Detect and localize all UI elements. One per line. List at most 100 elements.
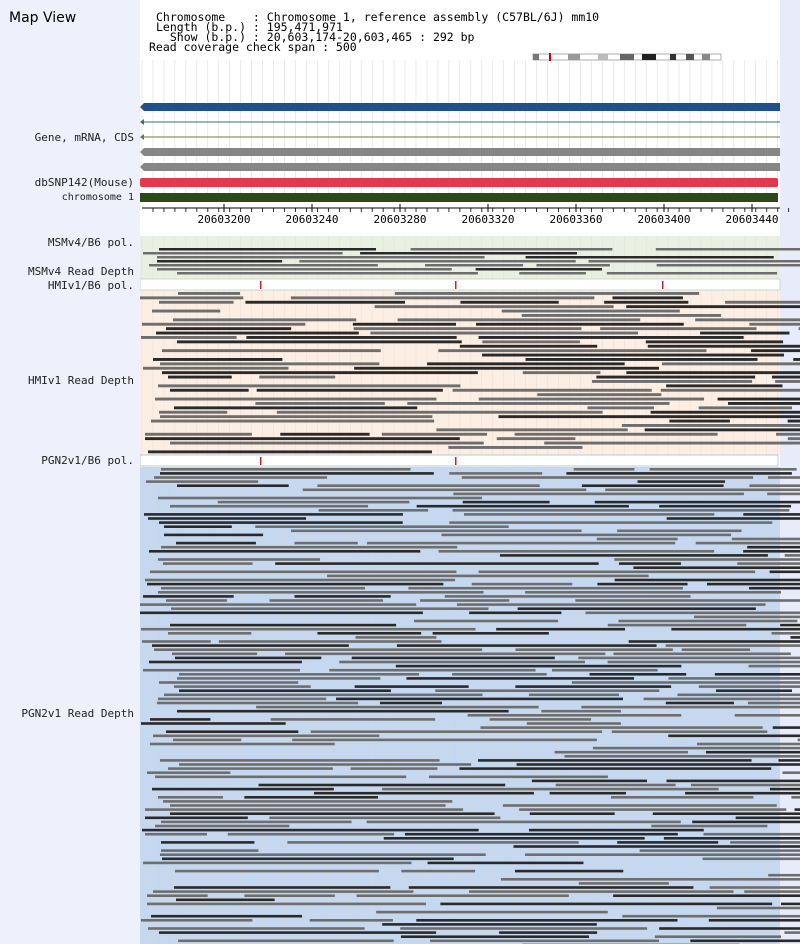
read-bar (408, 886, 694, 889)
read-bar (397, 318, 641, 322)
read-bar (554, 750, 688, 754)
read-bar (651, 824, 768, 828)
read-bar (618, 619, 798, 623)
read-bar (150, 742, 335, 746)
length-info: Length (b.p.) : 195,471,971 (156, 20, 343, 34)
read-bar (537, 393, 662, 397)
read-bar (159, 300, 234, 304)
read-bar (743, 513, 800, 516)
read-bar (162, 371, 478, 375)
read-bar (769, 570, 800, 574)
read-bar (217, 500, 410, 504)
read-bar (177, 677, 381, 680)
gene-mrna-arrow (140, 134, 144, 140)
read-bar (259, 375, 336, 379)
read-bar (528, 693, 619, 697)
read-bar (143, 252, 343, 255)
read-bar (592, 380, 753, 383)
read-bar (521, 314, 722, 317)
read-bar (769, 787, 800, 791)
read-bar (613, 652, 791, 656)
read-bar (725, 300, 800, 304)
read-bar (145, 832, 207, 836)
read-bar (143, 366, 289, 370)
read-bar (685, 791, 800, 795)
read-bar (671, 627, 800, 631)
read-bar (352, 322, 457, 326)
read-bar (705, 750, 800, 754)
read-bar (573, 468, 635, 471)
read-bar (140, 611, 423, 615)
read-bar (459, 767, 772, 770)
read-bar (656, 264, 800, 267)
read-bar (145, 437, 460, 441)
chromosome-ideogram[interactable] (530, 53, 724, 61)
read-bar (709, 886, 800, 889)
read-bar (428, 775, 608, 779)
read-bar (141, 336, 237, 339)
read-bar (161, 545, 458, 549)
read-bar (407, 402, 670, 405)
read-bar (145, 808, 464, 811)
track-label-msm-pol: MSMv4/B6 pol. (47, 236, 134, 249)
read-bar (581, 484, 724, 487)
track-label-gene: Gene, mRNA, CDS (34, 131, 134, 144)
read-bar (153, 358, 283, 361)
read-bar (178, 939, 394, 943)
read-bar (449, 521, 773, 524)
track-label-hmi-depth: HMIv1 Read Depth (28, 374, 134, 387)
gene-track-arrow (140, 119, 144, 125)
read-bar (161, 586, 365, 590)
read-bar (695, 318, 800, 322)
read-bar (737, 562, 800, 565)
read-bar (749, 322, 800, 326)
read-bar (430, 939, 660, 943)
pgn-pol-track (140, 454, 779, 467)
read-bar (571, 681, 800, 684)
read-bar (618, 562, 681, 565)
read-bar (152, 644, 349, 647)
read-bar (171, 607, 489, 610)
read-bar (589, 673, 687, 676)
read-bar (644, 428, 800, 432)
read-bar (499, 554, 768, 557)
read-bar (617, 841, 719, 844)
read-bar (244, 894, 335, 897)
read-bar (275, 562, 599, 565)
read-bar (438, 550, 715, 553)
read-bar (780, 623, 800, 627)
read-bar (160, 415, 433, 419)
map-canvas[interactable]: 20603200 20603240 20603280 20603320 20603360… (140, 60, 800, 944)
read-bar (696, 742, 800, 746)
read-bar (408, 586, 683, 590)
read-bar (749, 586, 800, 590)
view-title: Map View (9, 10, 77, 26)
read-bar (727, 402, 800, 405)
read-alignments (140, 248, 800, 944)
read-bar (544, 441, 800, 445)
read-bar (578, 882, 669, 885)
read-bar (406, 677, 635, 680)
read-bar (218, 640, 442, 643)
read-bar (158, 558, 321, 561)
read-bar (276, 410, 603, 414)
read-bar (159, 410, 228, 414)
read-bar (459, 344, 598, 348)
read-bar (227, 832, 395, 836)
read-bar (794, 808, 800, 811)
read-bar (669, 419, 730, 423)
read-bar (716, 906, 800, 910)
read-bar (152, 309, 221, 313)
read-bar (614, 578, 800, 582)
read-bar (427, 861, 584, 865)
read-bar (255, 525, 509, 528)
read-bar (355, 636, 437, 639)
read-bar (427, 362, 625, 366)
read-bar (663, 837, 800, 840)
read-bar (690, 939, 800, 943)
read-bar (772, 726, 800, 729)
read-bar (287, 841, 579, 844)
read-bar (787, 437, 800, 441)
read-bar (148, 927, 365, 930)
read-bar (747, 545, 800, 549)
